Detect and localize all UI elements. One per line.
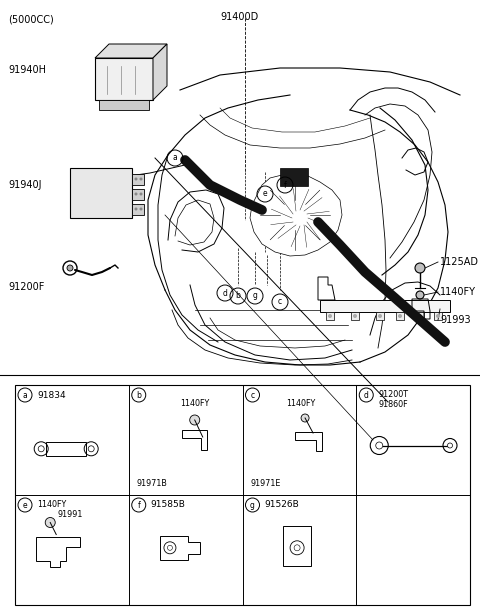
Text: 1140FY: 1140FY	[180, 399, 209, 408]
Polygon shape	[95, 44, 167, 58]
Text: g: g	[250, 500, 255, 509]
Text: d: d	[364, 391, 369, 400]
FancyBboxPatch shape	[396, 312, 404, 320]
Circle shape	[45, 517, 55, 527]
Circle shape	[294, 545, 300, 551]
Circle shape	[418, 314, 422, 318]
Text: c: c	[278, 298, 282, 307]
Text: 91585B: 91585B	[151, 500, 186, 509]
Circle shape	[140, 177, 143, 180]
Circle shape	[415, 263, 425, 273]
Text: 1140FY: 1140FY	[37, 500, 66, 509]
Text: 1125AD: 1125AD	[440, 257, 479, 267]
Text: e: e	[263, 190, 267, 198]
Text: d: d	[223, 288, 228, 298]
Text: 1140FY: 1140FY	[286, 399, 315, 408]
Text: a: a	[173, 153, 178, 163]
Circle shape	[436, 314, 440, 318]
Text: 91200T: 91200T	[378, 390, 408, 399]
Text: 91834: 91834	[37, 391, 66, 400]
Text: f: f	[284, 180, 287, 190]
FancyBboxPatch shape	[376, 312, 384, 320]
Text: (5000CC): (5000CC)	[8, 15, 54, 25]
Text: 91400D: 91400D	[220, 12, 258, 22]
FancyBboxPatch shape	[320, 300, 450, 312]
Circle shape	[67, 265, 73, 271]
Text: g: g	[252, 291, 257, 301]
Circle shape	[134, 177, 137, 180]
Text: 91940J: 91940J	[8, 180, 41, 190]
FancyBboxPatch shape	[70, 168, 132, 218]
Text: 91526B: 91526B	[264, 500, 299, 509]
Circle shape	[376, 442, 383, 449]
Text: b: b	[236, 291, 240, 301]
FancyBboxPatch shape	[132, 204, 144, 215]
Circle shape	[447, 443, 453, 448]
Text: 91991: 91991	[57, 510, 83, 519]
Polygon shape	[250, 174, 342, 256]
FancyBboxPatch shape	[326, 312, 334, 320]
Circle shape	[398, 314, 402, 318]
FancyBboxPatch shape	[95, 58, 153, 100]
Text: 91971B: 91971B	[137, 479, 168, 488]
Text: 91940H: 91940H	[8, 65, 46, 75]
Text: c: c	[251, 391, 254, 400]
Circle shape	[378, 314, 382, 318]
FancyBboxPatch shape	[434, 312, 442, 320]
Text: 91993: 91993	[440, 315, 470, 325]
Circle shape	[301, 414, 309, 422]
FancyBboxPatch shape	[132, 174, 144, 185]
Polygon shape	[153, 44, 167, 100]
Circle shape	[168, 545, 172, 550]
Text: f: f	[137, 500, 140, 509]
Text: e: e	[23, 500, 27, 509]
Text: b: b	[136, 391, 141, 400]
FancyBboxPatch shape	[99, 100, 149, 110]
FancyBboxPatch shape	[132, 189, 144, 200]
Circle shape	[134, 192, 137, 195]
Circle shape	[328, 314, 332, 318]
Circle shape	[88, 446, 94, 452]
Circle shape	[353, 314, 357, 318]
Circle shape	[134, 208, 137, 211]
Circle shape	[140, 192, 143, 195]
FancyBboxPatch shape	[280, 168, 308, 186]
Circle shape	[140, 208, 143, 211]
Text: 91200F: 91200F	[8, 282, 44, 292]
Bar	[15, 385, 470, 605]
Text: a: a	[23, 391, 27, 400]
Circle shape	[190, 415, 200, 425]
Circle shape	[416, 291, 424, 299]
Text: 91971E: 91971E	[251, 479, 281, 488]
Circle shape	[38, 446, 44, 452]
Text: 91860F: 91860F	[378, 400, 408, 409]
FancyBboxPatch shape	[351, 312, 359, 320]
Text: 1140FY: 1140FY	[440, 287, 476, 297]
FancyBboxPatch shape	[416, 312, 424, 320]
